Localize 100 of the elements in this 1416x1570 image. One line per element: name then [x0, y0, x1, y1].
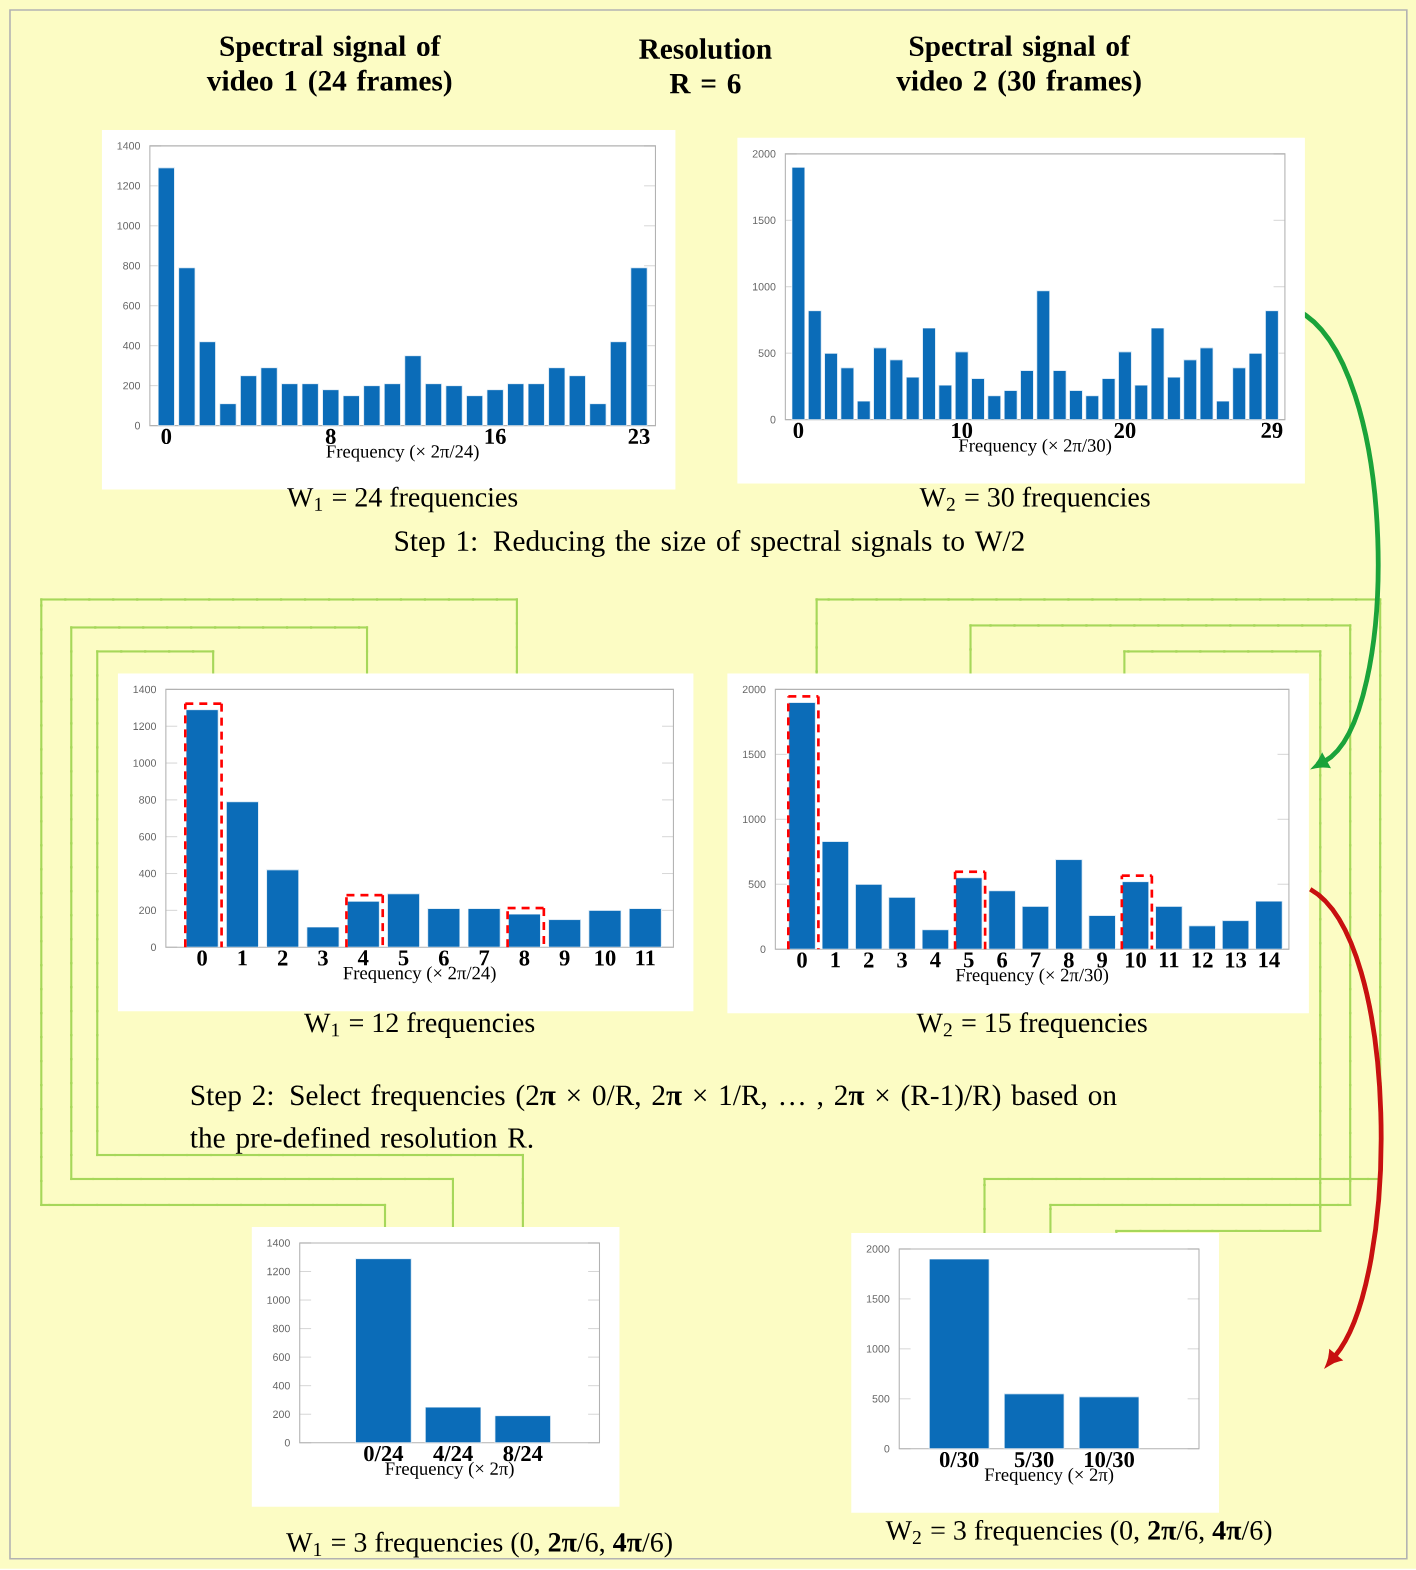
x-tick-label: 12: [1192, 952, 1213, 968]
text: Resolution R = 6: [638, 38, 772, 94]
x-tick-label: 8: [519, 950, 529, 966]
bar: [219, 403, 236, 426]
bar: [1264, 310, 1279, 420]
x-tick-label: 7: [479, 950, 489, 966]
bar: [1154, 905, 1183, 950]
text: W$_{2}$ = 15 frequencies: [916, 1012, 1147, 1038]
text: W$_{2}$ = 30 frequencies: [919, 486, 1150, 513]
bar: [1019, 370, 1034, 420]
text: Step 2: Select frequencies (2π × 0/R, 2π × 1/R, … , 2π × (R-1)/R) based on the pre-defined resolution R.: [189, 1084, 1117, 1154]
bar: [494, 1415, 551, 1443]
text: W$_{1}$ = 24 frequencies: [286, 486, 517, 513]
bar: [1121, 881, 1149, 950]
x-tick-label: 5: [398, 950, 408, 966]
x-tick-label: 8: [325, 428, 336, 445]
x-tick-label: 1: [831, 952, 840, 968]
bar: [1254, 900, 1283, 950]
x-tick-label: 0: [796, 952, 807, 968]
x-tick-label: 13: [1225, 952, 1246, 968]
x-tick-label: 8: [1063, 952, 1074, 968]
x-tick-label: 0: [161, 428, 171, 445]
bar: [1078, 1396, 1140, 1449]
bar: [588, 909, 622, 948]
bar: [921, 327, 936, 420]
x-tick-label: 4: [929, 952, 941, 968]
bar: [840, 367, 854, 420]
chart-title: Spectral signal of video 2 (30 frames): [895, 35, 1141, 97]
x-tick-label: 5: [963, 952, 974, 968]
bar: [445, 385, 463, 426]
x-tick-label: 6: [438, 950, 449, 966]
x-tick-label: 16: [485, 428, 506, 445]
x-tick-label: 10: [951, 422, 972, 439]
x-tick-label: 0: [196, 950, 207, 966]
x-axis-title: Frequency (× 2π/30): [955, 968, 1108, 986]
bar: [157, 167, 175, 426]
bar: [177, 267, 196, 426]
x-tick-label: 7: [1030, 952, 1041, 968]
x-axis-title: Frequency (× 2π/30): [958, 438, 1111, 456]
x-tick-label: 10: [595, 950, 616, 966]
bar: [821, 840, 849, 950]
bar: [239, 375, 257, 426]
text: W$_{1}$ = 3 frequencies (0, 2π/6, 4π/6): [285, 1531, 672, 1558]
bar: [386, 893, 420, 948]
bar: [404, 355, 421, 426]
bar: [1221, 920, 1249, 950]
bar: [889, 359, 903, 420]
bar: [424, 1407, 481, 1443]
bar: [507, 913, 541, 948]
x-axis-title: Frequency (× 2π/24): [343, 966, 496, 984]
text: Step 1: Reducing the size of spectral signals to W/2: [395, 530, 1024, 557]
x-axis-title: Frequency (× 2π/24): [326, 444, 479, 462]
bar: [346, 900, 380, 948]
x-tick-label: 8/24: [503, 1445, 543, 1462]
x-tick-label: 3: [896, 952, 907, 968]
x-tick-label: 23: [628, 428, 650, 445]
bar: [1054, 859, 1083, 950]
bar: [568, 375, 586, 426]
bar: [547, 367, 566, 426]
bar: [467, 908, 501, 948]
bar: [355, 1258, 411, 1443]
bar: [1035, 290, 1050, 420]
bar: [265, 869, 299, 948]
bar: [1003, 1393, 1064, 1449]
bar: [854, 883, 883, 950]
bar: [1188, 925, 1216, 950]
bar: [921, 929, 949, 950]
bar: [787, 701, 816, 950]
x-tick-label: 4: [357, 950, 369, 966]
bar: [198, 341, 216, 426]
bar: [609, 341, 627, 426]
x-tick-label: 0: [793, 422, 803, 439]
x-tick-label: 10: [1125, 952, 1146, 968]
x-tick-label: 3: [317, 950, 328, 966]
x-tick-label: 11: [1159, 952, 1179, 968]
x-tick-label: 9: [559, 950, 570, 966]
x-tick-label: 1: [238, 950, 247, 966]
bar: [547, 919, 581, 948]
x-tick-label: 11: [635, 950, 655, 966]
x-tick-label: 2: [863, 952, 874, 968]
bar: [260, 367, 278, 426]
bar: [988, 890, 1016, 950]
bar: [887, 896, 916, 950]
x-tick-label: 5/30: [1014, 1451, 1054, 1468]
bar: [1021, 905, 1049, 950]
bar: [630, 267, 648, 426]
bar: [954, 877, 983, 950]
x-tick-label: 2: [277, 950, 288, 966]
text: W$_{1}$ = 12 frequencies: [303, 1012, 534, 1038]
x-tick-label: 4/24: [432, 1445, 473, 1462]
bar: [928, 1258, 989, 1449]
x-tick-label: 14: [1259, 952, 1280, 968]
bar: [823, 352, 838, 420]
bar: [872, 347, 887, 420]
bar: [1231, 367, 1246, 420]
x-tick-label: 0/24: [363, 1445, 403, 1462]
x-tick-label: 0/30: [939, 1451, 979, 1468]
x-tick-label: 6: [996, 952, 1007, 968]
bar: [225, 801, 259, 948]
x-tick-label: 29: [1261, 422, 1282, 439]
